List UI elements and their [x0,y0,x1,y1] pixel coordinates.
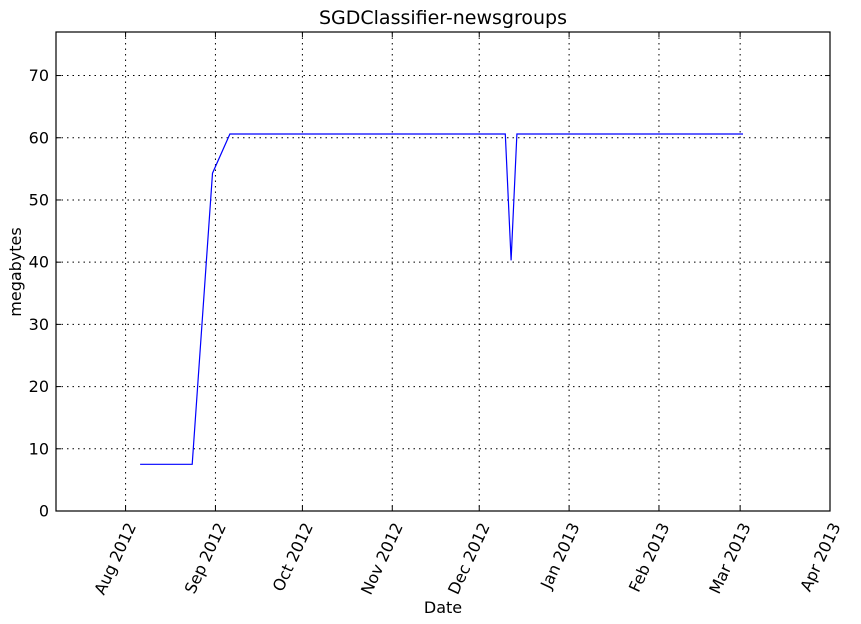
series-layer [140,133,743,465]
y-tick-label: 40 [29,253,49,272]
x-tick-label: Nov 2012 [357,520,407,598]
x-tick-label: Oct 2012 [269,520,317,595]
grid-lines [56,32,830,511]
y-tick-label: 60 [29,128,49,147]
axis-ticks [56,32,831,512]
x-tick-label: Sep 2012 [181,520,230,597]
y-tick-label: 70 [29,66,49,85]
y-tick-label: 30 [29,315,49,334]
x-axis-label: Date [424,598,462,617]
plot-frame [55,31,831,512]
x-tick-labels: Aug 2012 Sep 2012 Oct 2012 Nov 2012 Dec 2012… [90,520,844,598]
x-tick-label: Mar 2013 [705,520,754,597]
y-tick-labels: 0 10 20 30 40 50 60 70 [29,66,49,520]
x-tick-label: Feb 2013 [625,520,674,595]
y-tick-label: 20 [29,377,49,396]
y-axis-label: megabytes [6,227,25,316]
series-line [140,133,743,465]
x-tick-label: Dec 2012 [444,520,494,598]
x-tick-label: Aug 2012 [90,520,140,598]
y-tick-label: 0 [39,502,49,521]
x-tick-label: Apr 2013 [796,520,844,595]
y-tick-label: 10 [29,439,49,458]
y-tick-label: 50 [29,190,49,209]
chart-title: SGDClassifier-newsgroups [319,7,567,29]
x-tick-label: Jan 2013 [536,520,583,593]
